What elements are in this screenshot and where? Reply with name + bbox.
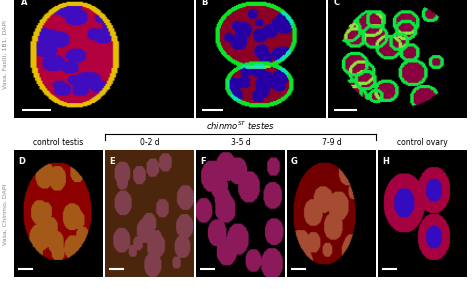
Text: G: G (291, 157, 298, 166)
Text: E: E (109, 157, 114, 166)
Text: F: F (200, 157, 205, 166)
Text: control ovary: control ovary (397, 138, 448, 147)
Text: B: B (201, 0, 208, 7)
Text: $chinmo^{ST}$ testes: $chinmo^{ST}$ testes (206, 120, 275, 132)
Text: A: A (21, 0, 28, 7)
Text: control testis: control testis (33, 138, 84, 147)
Text: H: H (382, 157, 389, 166)
Text: C: C (334, 0, 340, 7)
Text: D: D (18, 157, 25, 166)
Text: 0-2 d: 0-2 d (140, 138, 159, 147)
Text: Vasa, FasIII, 1B1, DAPI: Vasa, FasIII, 1B1, DAPI (2, 21, 8, 89)
Text: 7-9 d: 7-9 d (322, 138, 341, 147)
Text: 3-5 d: 3-5 d (231, 138, 250, 147)
Text: Vasa, Chinmo, DAPI: Vasa, Chinmo, DAPI (2, 183, 8, 244)
